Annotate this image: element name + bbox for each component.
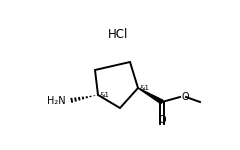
Text: H₂N: H₂N [47,96,66,106]
Text: HCl: HCl [108,28,128,42]
Text: O: O [158,115,166,125]
Text: &1: &1 [100,92,110,98]
Text: O: O [181,92,189,102]
Text: &1: &1 [140,85,150,91]
Polygon shape [138,88,163,104]
